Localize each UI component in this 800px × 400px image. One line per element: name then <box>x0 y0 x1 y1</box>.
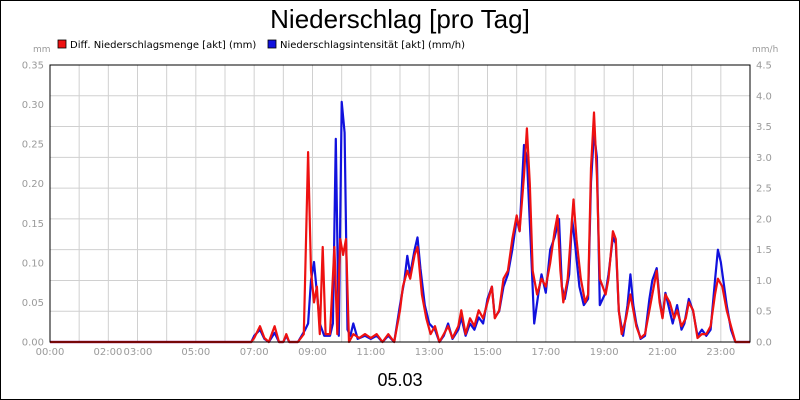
chart-subtitle: 05.03 <box>377 370 422 390</box>
x-tick-label: 09:00 <box>298 347 327 358</box>
left-axis-unit: mm <box>33 45 51 55</box>
x-tick-label: 05:00 <box>181 347 210 358</box>
x-tick-label: 15:00 <box>473 347 502 358</box>
y-tick-right: 0.0 <box>756 338 772 349</box>
y-tick-right: 3.0 <box>756 153 772 164</box>
x-tick-label: 13:00 <box>415 347 444 358</box>
x-tick-label: 21:00 <box>648 347 677 358</box>
series-layer <box>50 100 750 344</box>
y-tick-right: 1.0 <box>756 276 772 287</box>
x-tick-label: 19:00 <box>590 347 619 358</box>
x-tick-label: 23:00 <box>706 347 735 358</box>
x-tick-label: 11:00 <box>356 347 385 358</box>
y-tick-left: 0.10 <box>22 258 44 269</box>
series-line-amount <box>50 111 750 344</box>
legend-swatch-red <box>57 39 67 49</box>
right-axis-unit: mm/h <box>752 45 778 55</box>
axis-labels: 0.00 0.05 0.10 0.15 0.20 0.25 0.30 0.35 0.0 0.5 1.… <box>22 61 772 359</box>
y-tick-left: 0.25 <box>22 140 44 151</box>
y-tick-left: 0.30 <box>22 100 44 111</box>
legend-swatch-blue <box>267 39 277 49</box>
x-tick-label: 07:00 <box>240 347 269 358</box>
y-tick-right: 4.0 <box>756 91 772 102</box>
x-tick-label: 00:00 <box>36 347 65 358</box>
x-tick-label: 03:00 <box>124 347 153 358</box>
legend-label-intensity: Niederschlagsintensität [akt] (mm/h) <box>280 40 465 51</box>
y-tick-left: 0.35 <box>22 61 44 72</box>
y-tick-right: 2.5 <box>756 184 772 195</box>
y-tick-left: 0.00 <box>22 338 44 349</box>
y-tick-right: 2.0 <box>756 214 772 225</box>
legend-label-amount: Diff. Niederschlagsmenge [akt] (mm) <box>70 40 256 51</box>
plot-border <box>49 64 751 343</box>
y-tick-right: 3.5 <box>756 122 772 133</box>
y-tick-right: 1.5 <box>756 245 772 256</box>
x-tick-label: 17:00 <box>531 347 560 358</box>
y-tick-left: 0.15 <box>22 219 44 230</box>
y-tick-left: 0.05 <box>22 298 44 309</box>
grid <box>50 65 750 342</box>
legend: Diff. Niederschlagsmenge [akt] (mm) Nied… <box>57 39 465 51</box>
chart-title: Niederschlag [pro Tag] <box>270 4 530 34</box>
y-tick-right: 0.5 <box>756 307 772 318</box>
x-tick-label: 02:00 <box>94 347 123 358</box>
y-tick-left: 0.20 <box>22 179 44 190</box>
y-tick-right: 4.5 <box>756 61 772 72</box>
